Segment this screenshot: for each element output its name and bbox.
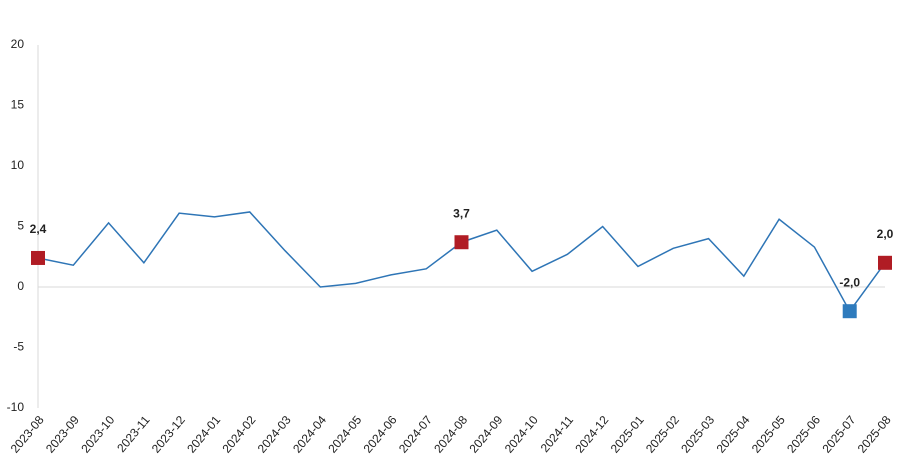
marker — [878, 255, 892, 270]
x-tick-label: 2024-08 — [431, 413, 470, 456]
x-tick-label: 2024-11 — [538, 413, 577, 455]
x-tick-label: 2023-11 — [114, 413, 153, 455]
y-tick-label: 15 — [11, 98, 25, 112]
marker — [454, 235, 469, 250]
y-tick-label: 0 — [17, 279, 24, 293]
x-tick-label: 2023-10 — [78, 413, 117, 456]
x-tick-label: 2025-07 — [819, 413, 858, 456]
value-label: -2,0 — [839, 275, 860, 289]
x-tick-label: 2023-09 — [43, 413, 82, 456]
value-label: 2,4 — [30, 222, 47, 236]
y-tick-label: 20 — [11, 37, 25, 51]
y-tick-label: 5 — [17, 219, 24, 233]
y-tick-label: -10 — [7, 400, 25, 414]
x-tick-label: 2024-06 — [361, 413, 400, 456]
x-tick-label: 2024-04 — [290, 413, 329, 456]
x-tick-label: 2025-05 — [749, 413, 788, 456]
x-tick-label: 2025-01 — [608, 413, 647, 456]
x-tick-label: 2024-12 — [572, 413, 611, 456]
x-tick-label: 2025-08 — [855, 413, 894, 456]
marker — [31, 250, 45, 265]
x-tick-label: 2025-02 — [643, 413, 682, 456]
x-tick-label: 2024-05 — [325, 413, 364, 456]
x-tick-label: 2024-03 — [255, 413, 294, 456]
x-tick-label: 2024-01 — [184, 413, 223, 456]
y-tick-label: -5 — [13, 340, 24, 354]
line — [37, 211, 886, 313]
value-label: 3,7 — [453, 206, 470, 220]
x-tick-label: 2025-06 — [784, 413, 823, 456]
y-tick-label: 10 — [11, 158, 25, 172]
x-tick-label: 2024-02 — [219, 413, 258, 456]
marker — [842, 304, 857, 319]
x-tick-label: 2023-08 — [8, 413, 47, 456]
x-tick-label: 2024-07 — [396, 413, 435, 456]
x-tick-label: 2025-04 — [714, 413, 753, 456]
x-tick-label: 2025-03 — [678, 413, 717, 456]
x-tick-label: 2024-09 — [466, 413, 505, 456]
x-tick-label: 2024-10 — [502, 413, 541, 456]
value-label: 2,0 — [877, 227, 894, 241]
x-tick-label: 2023-12 — [149, 413, 188, 456]
